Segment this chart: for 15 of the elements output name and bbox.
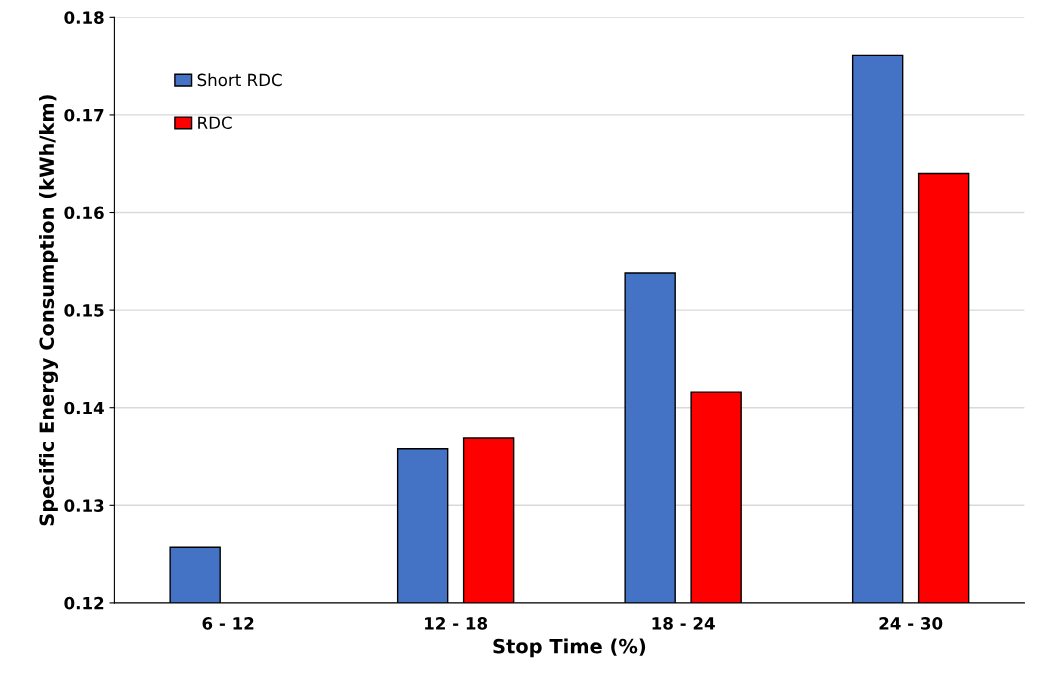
y-tick-label: 0.12 (64, 596, 104, 610)
x-tick-label: 24 - 30 (879, 617, 943, 630)
y-tick-label: 0.17 (64, 108, 104, 122)
x-tick-label: 12 - 18 (425, 617, 488, 630)
y-tick-label: 0.16 (64, 206, 104, 220)
legend-label: Short RDC (197, 73, 282, 87)
y-tick-label: 0.14 (64, 401, 104, 415)
x-tick-label: 18 - 24 (652, 617, 715, 630)
legend-label: RDC (198, 116, 232, 130)
x-tick-label: 6 - 12 (202, 617, 254, 630)
y-tick-label: 0.13 (64, 499, 104, 512)
y-tick-label: 0.18 (64, 11, 104, 24)
y-axis-title: Specific Energy Consumption (kWh/km) (39, 95, 58, 526)
x-axis-title: Stop Time (%) (493, 638, 646, 658)
y-tick-label: 0.15 (64, 304, 104, 317)
